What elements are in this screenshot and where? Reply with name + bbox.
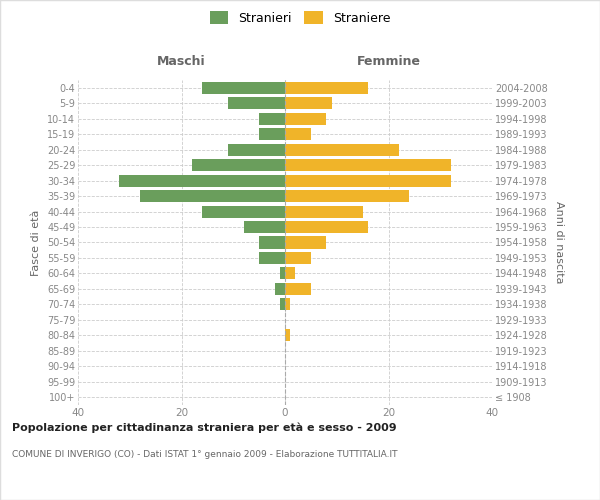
Bar bbox=[285, 174, 451, 186]
Bar bbox=[259, 112, 285, 124]
Text: Femmine: Femmine bbox=[356, 54, 421, 68]
Bar bbox=[140, 190, 285, 202]
Text: COMUNE DI INVERIGO (CO) - Dati ISTAT 1° gennaio 2009 - Elaborazione TUTTITALIA.I: COMUNE DI INVERIGO (CO) - Dati ISTAT 1° … bbox=[12, 450, 398, 459]
Bar bbox=[285, 298, 290, 310]
Bar bbox=[285, 97, 332, 109]
Bar bbox=[285, 221, 368, 233]
Bar bbox=[285, 330, 290, 342]
Text: Maschi: Maschi bbox=[157, 54, 206, 68]
Bar bbox=[244, 221, 285, 233]
Bar bbox=[285, 283, 311, 295]
Legend: Stranieri, Straniere: Stranieri, Straniere bbox=[209, 11, 391, 25]
Bar bbox=[259, 236, 285, 248]
Bar bbox=[259, 252, 285, 264]
Bar bbox=[285, 82, 368, 94]
Y-axis label: Anni di nascita: Anni di nascita bbox=[554, 201, 564, 284]
Bar bbox=[202, 206, 285, 218]
Bar bbox=[285, 159, 451, 171]
Bar bbox=[285, 112, 326, 124]
Bar bbox=[285, 206, 362, 218]
Bar bbox=[202, 82, 285, 94]
Bar bbox=[259, 128, 285, 140]
Bar bbox=[285, 144, 399, 156]
Bar bbox=[280, 268, 285, 280]
Bar bbox=[275, 283, 285, 295]
Text: Popolazione per cittadinanza straniera per età e sesso - 2009: Popolazione per cittadinanza straniera p… bbox=[12, 422, 397, 433]
Bar bbox=[280, 298, 285, 310]
Bar bbox=[285, 128, 311, 140]
Bar bbox=[119, 174, 285, 186]
Bar bbox=[285, 268, 295, 280]
Bar bbox=[285, 236, 326, 248]
Bar bbox=[285, 252, 311, 264]
Bar bbox=[228, 144, 285, 156]
Y-axis label: Fasce di età: Fasce di età bbox=[31, 210, 41, 276]
Bar bbox=[228, 97, 285, 109]
Bar bbox=[192, 159, 285, 171]
Bar bbox=[285, 190, 409, 202]
